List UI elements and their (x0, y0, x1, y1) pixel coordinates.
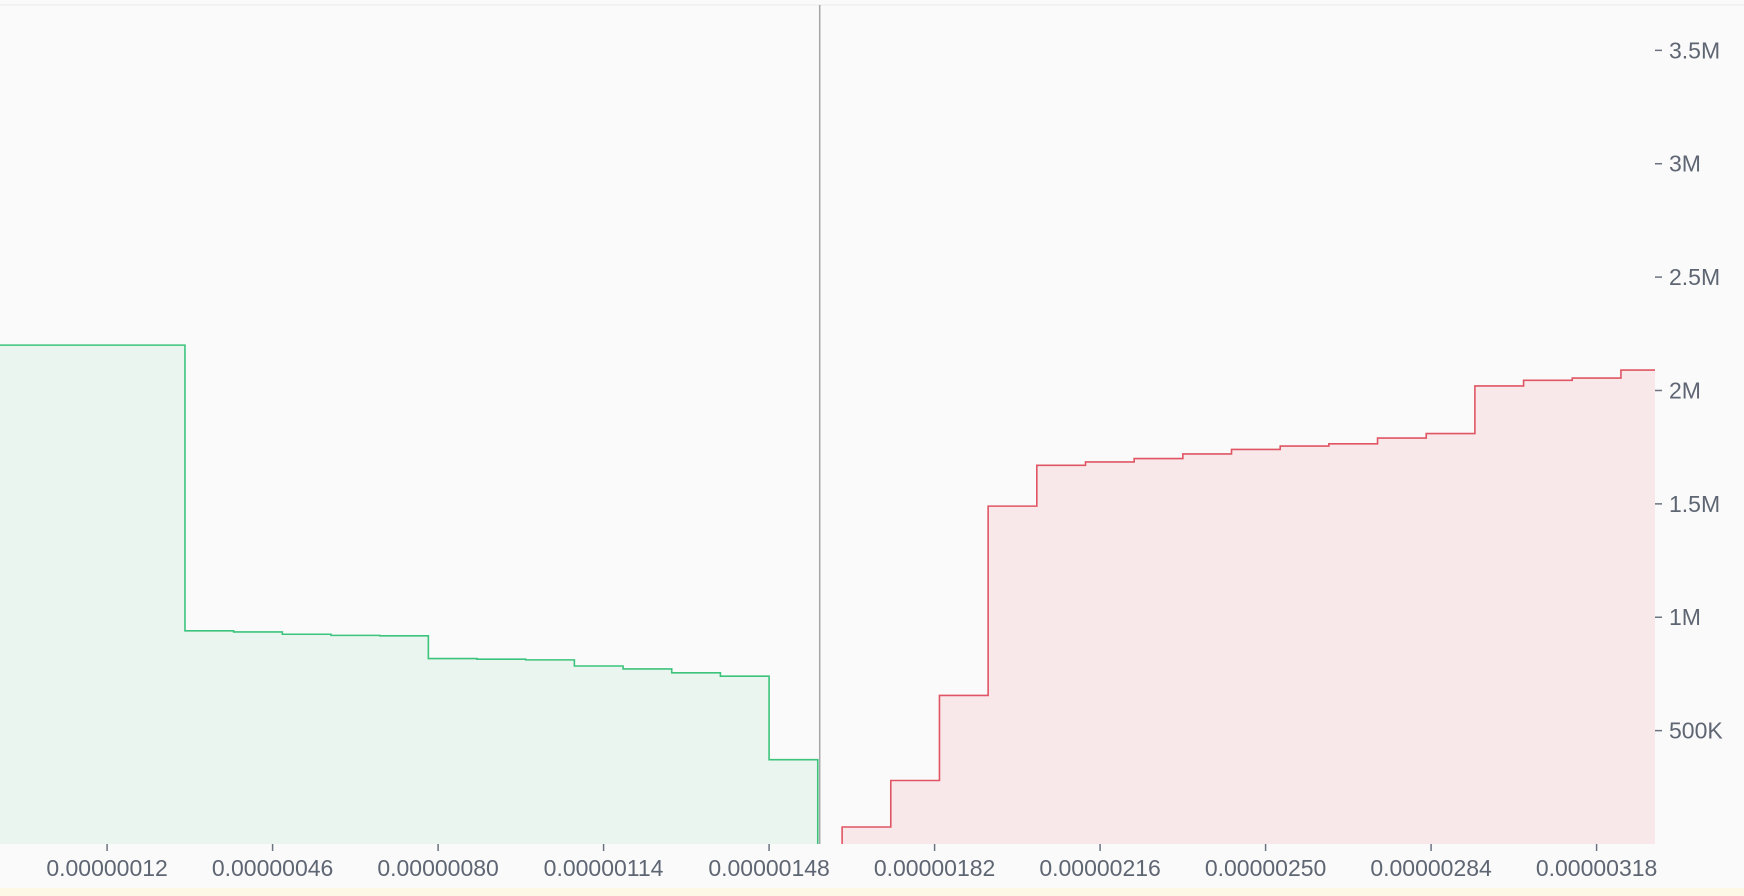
asks-depth-line (841, 369, 1655, 844)
asks-depth-area (842, 370, 1655, 844)
x-tick-label: 0.00000318 (1536, 855, 1658, 881)
x-axis: 0.00000012 0.00000046 0.00000080 0.00000114… (46, 844, 1657, 881)
depth-series-layer (0, 344, 1655, 844)
y-tick-label: 1M (1669, 604, 1701, 630)
x-tick-label: 0.00000148 (708, 855, 830, 881)
y-tick-label: 2.5M (1669, 264, 1720, 290)
x-tick-label: 0.00000080 (377, 855, 499, 881)
x-tick-label: 0.00000182 (874, 855, 996, 881)
y-tick-label: 2M (1669, 377, 1701, 403)
y-tick-label: 3.5M (1669, 37, 1720, 63)
x-tick-label: 0.00000012 (46, 855, 168, 881)
y-tick-label: 1.5M (1669, 491, 1720, 517)
bottom-strip (0, 888, 1744, 896)
y-tick-label: 3M (1669, 151, 1701, 177)
x-tick-label: 0.00000216 (1039, 855, 1161, 881)
x-tick-label: 0.00000250 (1205, 855, 1327, 881)
y-tick-label: 500K (1669, 718, 1723, 744)
y-axis: 500K 1M 1.5M 2M 2.5M 3M 3.5M (1655, 37, 1723, 744)
x-tick-label: 0.00000046 (212, 855, 334, 881)
x-tick-label: 0.00000284 (1370, 855, 1492, 881)
bids-depth-area (0, 345, 818, 844)
bids-depth-line (0, 344, 819, 844)
x-tick-label: 0.00000114 (544, 855, 664, 881)
